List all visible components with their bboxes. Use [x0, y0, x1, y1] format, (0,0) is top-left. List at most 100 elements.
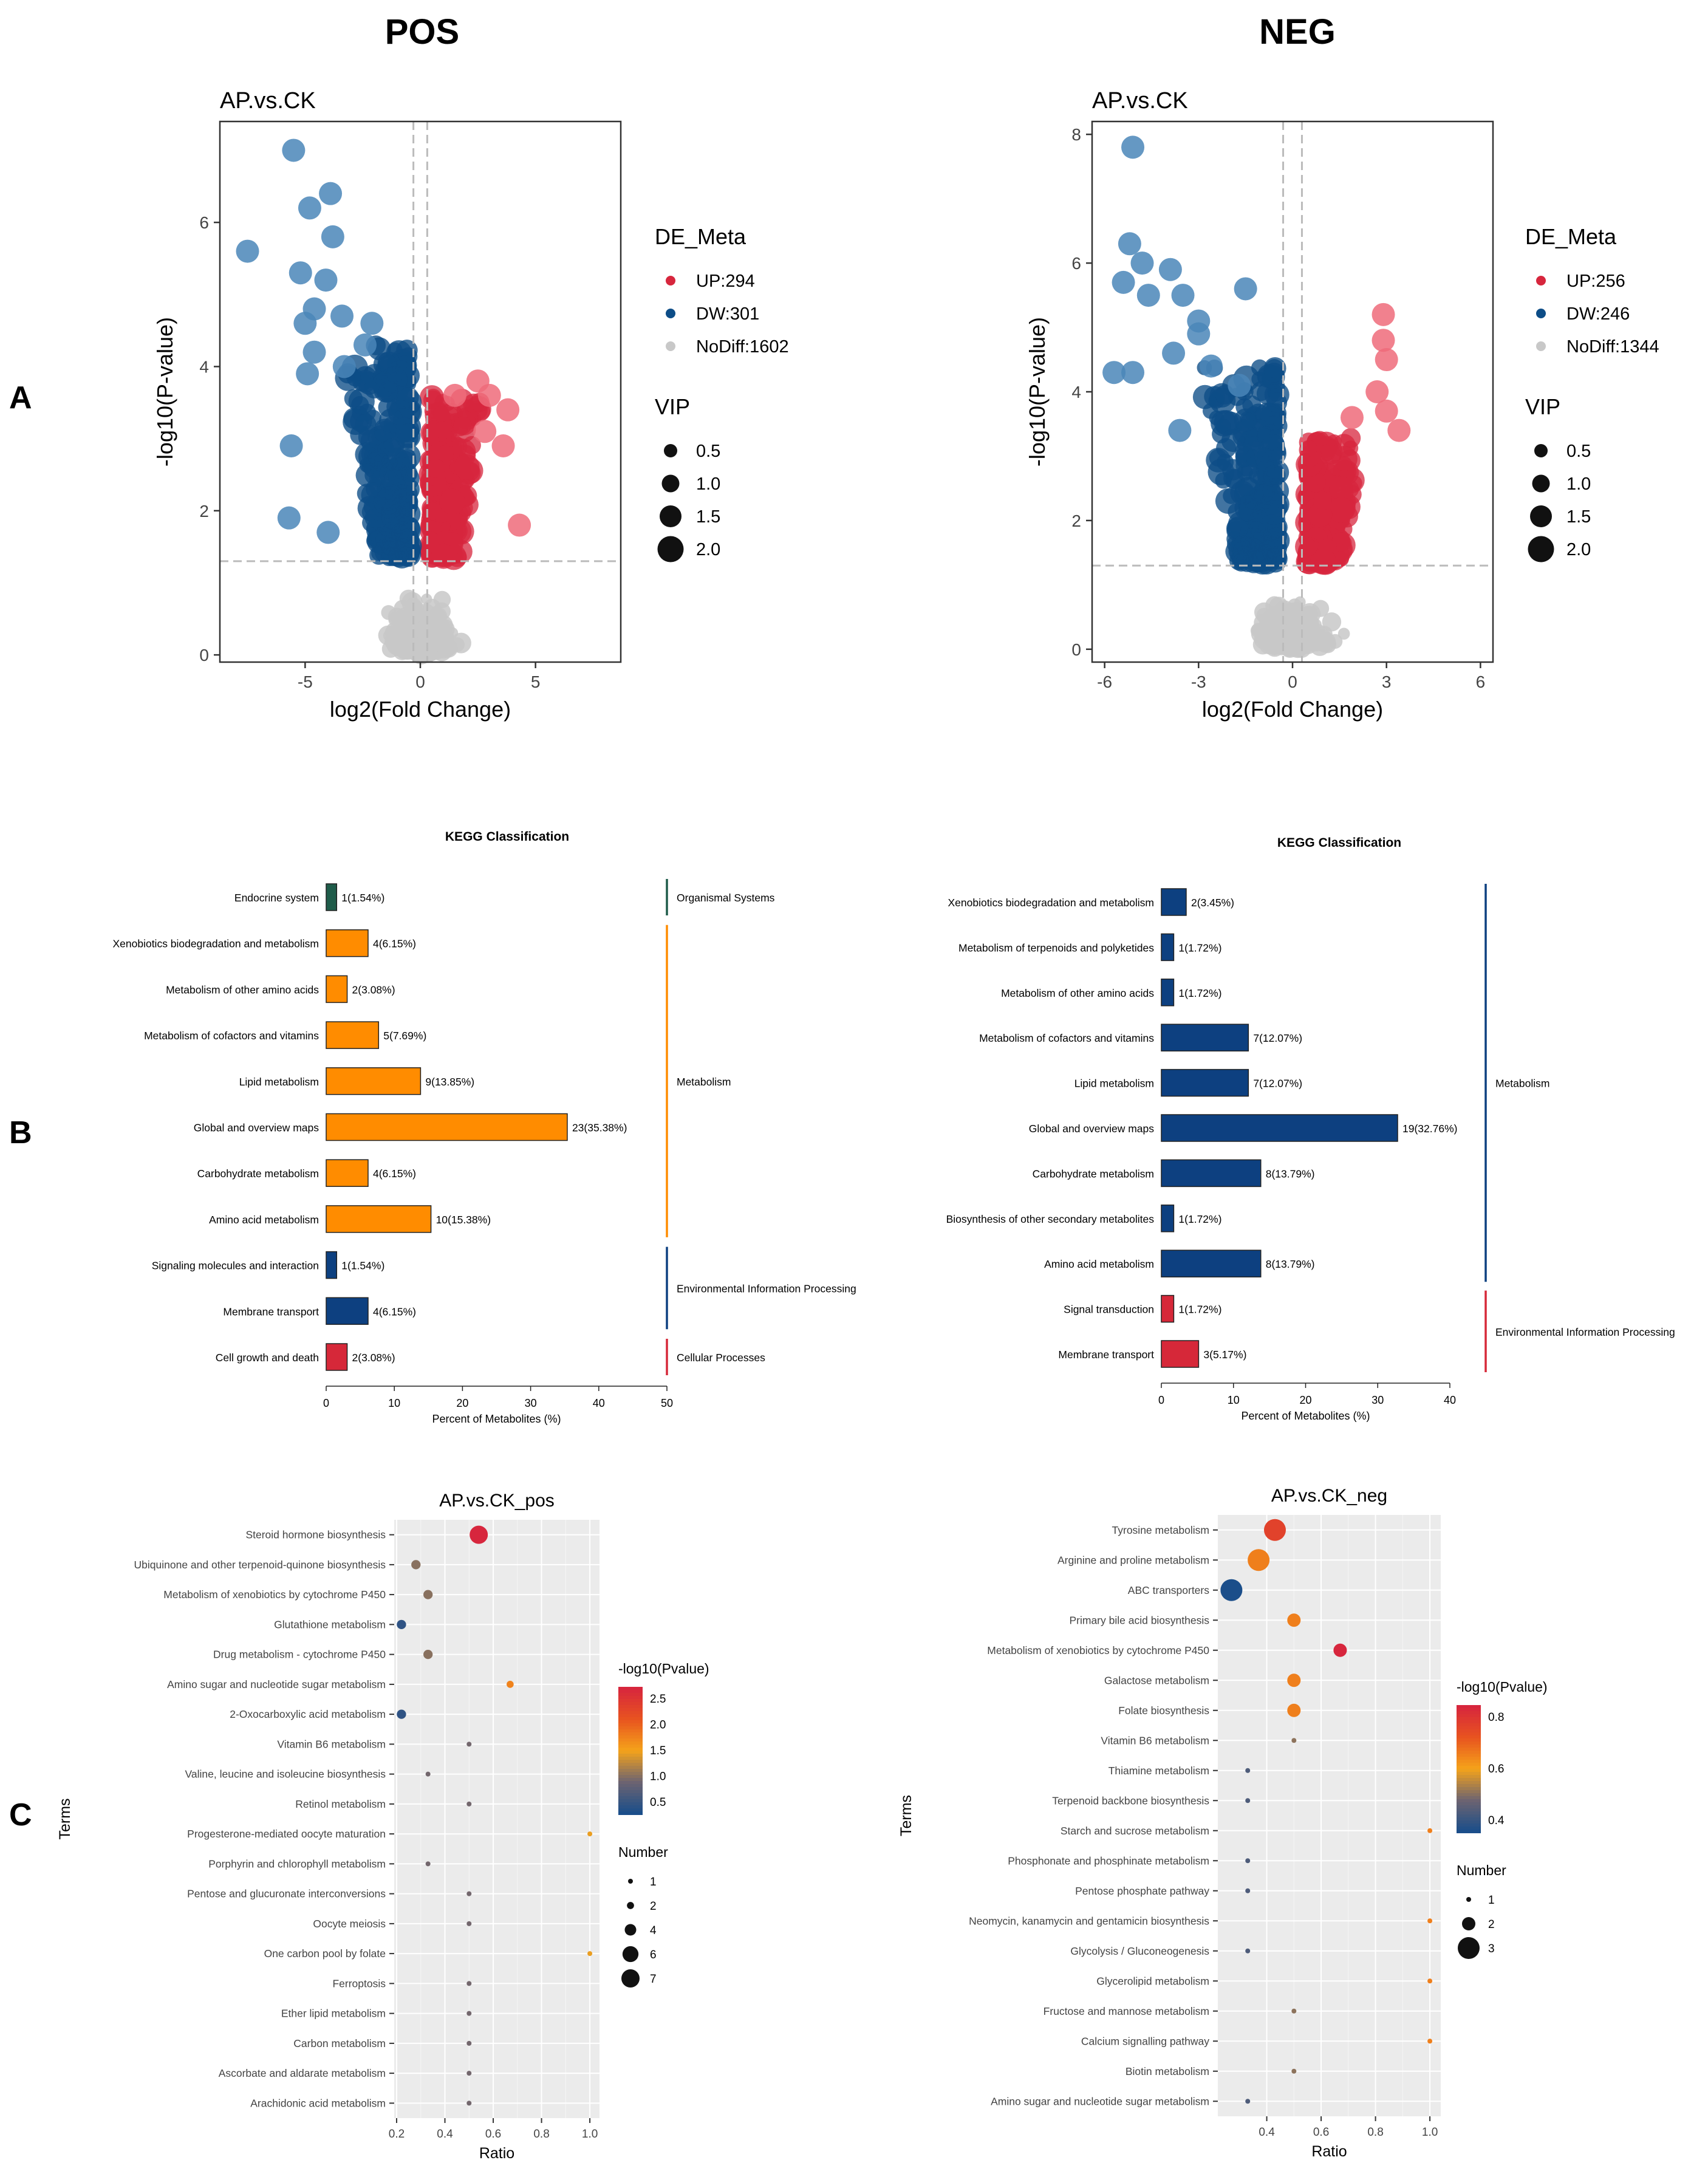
kegg-bar — [1161, 1294, 1175, 1323]
kegg-category-label: Metabolism of terpenoids and polyketides — [958, 942, 1154, 954]
kegg-category-label: Amino acid metabolism — [209, 1214, 319, 1226]
bubble-panel — [394, 1520, 600, 2118]
plot-title: AP.vs.CK — [220, 88, 316, 114]
kegg-category-label: Cell growth and death — [216, 1352, 319, 1364]
nodiff-point — [416, 603, 436, 623]
kegg-value-label: 4(6.15%) — [373, 938, 416, 950]
nodiff-point — [431, 607, 447, 624]
plot-area — [220, 121, 621, 662]
x-tick-label: 0.6 — [485, 2128, 501, 2141]
kegg-category-label: Lipid metabolism — [239, 1076, 319, 1088]
up-outlier-point — [1387, 419, 1411, 442]
color-bar-segment — [1457, 1748, 1481, 1751]
x-tick-label: 0.8 — [533, 2128, 549, 2141]
down-outlier-point — [1199, 354, 1223, 378]
kegg-x-tick-label: 40 — [1444, 1394, 1456, 1406]
x-tick-label: 6 — [1476, 672, 1486, 691]
kegg-x-tick-label: 20 — [456, 1397, 468, 1409]
up-point — [1328, 497, 1354, 523]
color-bar-segment — [1457, 1769, 1481, 1772]
kegg-group-label: Environmental Information Processing — [1495, 1326, 1675, 1338]
down-outlier-point — [302, 297, 326, 321]
down-point — [1266, 465, 1284, 483]
kegg-x-tick-label: 30 — [525, 1397, 537, 1409]
up-outlier-point — [477, 383, 501, 407]
down-outlier-point — [296, 362, 319, 386]
kegg-group-label: Cellular Processes — [677, 1352, 765, 1364]
term-bubble — [466, 2040, 472, 2046]
color-legend-tick: 0.6 — [1488, 1763, 1504, 1776]
size-legend-title: Number — [618, 1844, 668, 1860]
term-label: Thiamine metabolism — [1108, 1765, 1209, 1777]
kegg-category-label: Metabolism of cofactors and vitamins — [979, 1032, 1154, 1044]
term-bubble — [1245, 1858, 1251, 1864]
y-tick-label: 2 — [1071, 511, 1081, 530]
color-bar-segment — [618, 1717, 643, 1721]
kegg-bar — [326, 1205, 432, 1233]
vip-legend-marker — [660, 505, 681, 527]
down-outlier-point — [279, 434, 303, 457]
term-bubble — [466, 1921, 472, 1926]
term-bubble — [423, 1590, 433, 1599]
nodiff-point — [1294, 615, 1316, 637]
up-point — [1341, 428, 1361, 448]
up-point — [423, 502, 442, 521]
term-bubble — [466, 1891, 472, 1896]
color-bar-segment — [618, 1760, 643, 1763]
vip-legend-item: 1.0 — [1566, 474, 1591, 494]
up-outlier-point — [1365, 380, 1389, 403]
term-label: Primary bile acid biosynthesis — [1069, 1614, 1209, 1626]
color-bar-segment — [618, 1751, 643, 1754]
term-bubble — [1291, 2008, 1297, 2014]
kegg-value-label: 7(12.07%) — [1253, 1032, 1302, 1044]
volcano-plot-neg: AP.vs.CK -6 -3 0 3 6 0 2 4 6 8 log2(Fold Change) -lo… — [1025, 88, 1659, 722]
down-outlier-point — [321, 225, 344, 248]
down-point — [1235, 398, 1254, 416]
kegg-category-label: Xenobiotics biodegradation and metabolis… — [112, 938, 319, 950]
down-point — [368, 531, 384, 547]
up-point — [434, 421, 452, 439]
size-legend-marker — [627, 1902, 634, 1909]
kegg-x-tick-label: 20 — [1299, 1394, 1311, 1406]
color-bar-segment — [1457, 1793, 1481, 1797]
y-axis-label: -log10(P-value) — [152, 317, 177, 467]
vip-legend-marker — [1528, 536, 1554, 562]
term-label: Retinol metabolism — [295, 1798, 386, 1810]
color-bar-segment — [618, 1738, 643, 1742]
y-tick-label: 2 — [199, 502, 209, 521]
term-bubble — [466, 1742, 472, 1747]
kegg-bar — [1161, 979, 1175, 1007]
legend-item: UP:256 — [1566, 272, 1625, 291]
down-outlier-point — [1158, 258, 1182, 281]
down-outlier-point — [330, 304, 354, 328]
up-outlier-point — [1340, 406, 1364, 429]
down-point — [388, 468, 406, 486]
down-point — [1235, 446, 1255, 467]
size-legend-tick: 1 — [650, 1876, 657, 1889]
color-legend-tick: 0.5 — [650, 1796, 666, 1809]
term-bubble — [1263, 1519, 1286, 1541]
term-label: Terpenoid backbone biosynthesis — [1052, 1794, 1209, 1807]
term-bubble — [466, 1801, 472, 1807]
x-axis-label: log2(Fold Change) — [1202, 697, 1383, 722]
kegg-category-label: Membrane transport — [1058, 1348, 1154, 1361]
color-bar-segment — [618, 1720, 643, 1724]
size-legend-tick: 7 — [650, 1973, 657, 1986]
kegg-category-label: Amino acid metabolism — [1044, 1258, 1154, 1270]
color-legend-tick: 0.8 — [1488, 1711, 1504, 1724]
term-label: Glycolysis / Gluconeogenesis — [1070, 1945, 1209, 1957]
legend-title: DE_Meta — [1525, 224, 1617, 249]
down-outlier-point — [1234, 277, 1257, 301]
size-legend-marker — [628, 1879, 633, 1884]
term-label: Phosphonate and phosphinate metabolism — [1008, 1854, 1209, 1867]
down-point — [395, 516, 420, 541]
kegg-value-label: 5(7.69%) — [383, 1030, 426, 1042]
kegg-x-tick-label: 10 — [388, 1397, 400, 1409]
down-point — [1263, 521, 1280, 539]
term-label: Galactose metabolism — [1104, 1674, 1209, 1686]
color-bar-segment — [1457, 1720, 1481, 1724]
term-bubble — [1245, 1768, 1251, 1773]
down-point — [1262, 450, 1280, 469]
nodiff-point — [1337, 627, 1350, 640]
term-label: Vitamin B6 metabolism — [277, 1738, 386, 1750]
